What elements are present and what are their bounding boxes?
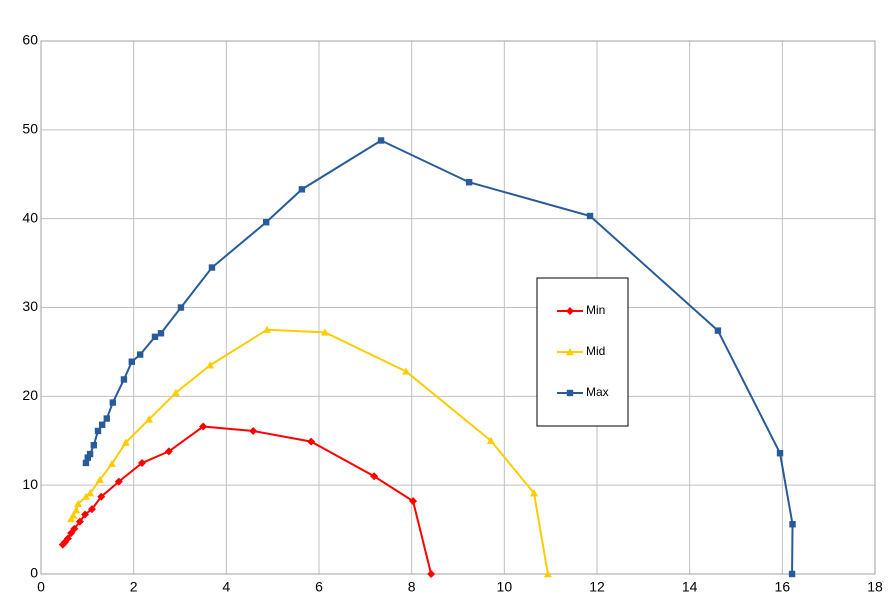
marker <box>566 307 574 315</box>
marker <box>263 325 272 333</box>
marker <box>107 459 116 468</box>
marker <box>465 179 473 186</box>
marker <box>63 534 72 543</box>
marker <box>98 421 106 428</box>
legend-label: Mid <box>586 344 605 358</box>
x-tick-label: 6 <box>315 579 323 595</box>
marker <box>144 415 153 423</box>
marker <box>84 454 91 461</box>
marker <box>114 477 123 486</box>
marker <box>566 389 574 397</box>
legend-label: Min <box>586 303 605 317</box>
marker <box>788 570 796 578</box>
marker <box>776 449 784 457</box>
marker <box>262 219 270 226</box>
series-line <box>84 139 794 575</box>
marker <box>307 437 316 446</box>
marker <box>120 376 128 383</box>
marker <box>103 415 110 422</box>
marker <box>321 328 330 336</box>
marker <box>151 333 159 341</box>
marker <box>789 521 796 528</box>
series-line <box>70 328 549 575</box>
x-tick-label: 8 <box>408 579 416 595</box>
marker <box>164 447 173 456</box>
marker <box>206 361 215 369</box>
marker <box>370 472 379 481</box>
marker <box>138 458 147 467</box>
marker <box>86 489 95 497</box>
marker <box>249 426 258 435</box>
marker <box>90 441 98 449</box>
marker <box>128 358 136 365</box>
marker <box>94 427 102 435</box>
y-tick-label: 10 <box>22 476 38 492</box>
marker <box>427 570 436 578</box>
y-tick-label: 20 <box>22 387 38 403</box>
marker <box>714 327 722 334</box>
marker <box>121 438 130 446</box>
marker <box>86 450 94 458</box>
x-tick-label: 0 <box>37 579 45 595</box>
marker <box>543 570 552 578</box>
legend: Min Mid Max <box>536 277 629 427</box>
x-tick-label: 12 <box>589 579 605 595</box>
y-tick-label: 30 <box>22 298 38 314</box>
marker <box>81 510 90 519</box>
x-tick-label: 2 <box>130 579 138 595</box>
marker <box>208 264 216 271</box>
marker <box>87 505 96 514</box>
marker <box>70 524 79 533</box>
marker <box>177 304 185 311</box>
marker <box>377 137 385 144</box>
x-tick-label: 18 <box>867 579 883 595</box>
x-tick-label: 16 <box>775 579 791 595</box>
x-tick-label: 14 <box>682 579 698 595</box>
y-tick-label: 60 <box>22 32 38 48</box>
marker <box>486 436 495 444</box>
marker <box>298 186 306 193</box>
marker <box>199 422 208 431</box>
marker <box>566 348 574 356</box>
y-tick-label: 50 <box>22 121 38 137</box>
marker <box>72 506 81 514</box>
marker <box>109 399 117 406</box>
marker <box>136 351 144 358</box>
marker <box>69 511 78 519</box>
plot-border <box>40 40 876 575</box>
legend-label: Max <box>586 385 609 399</box>
marker <box>157 330 165 337</box>
marker <box>74 499 83 508</box>
series-line <box>62 425 433 575</box>
marker <box>95 475 104 484</box>
y-tick-label: 40 <box>22 209 38 225</box>
marker <box>586 212 594 220</box>
y-tick-label: 0 <box>30 565 38 581</box>
marker <box>171 388 180 396</box>
marker <box>75 517 84 526</box>
marker <box>409 497 418 506</box>
marker <box>529 489 538 497</box>
x-tick-label: 4 <box>222 579 230 595</box>
marker <box>82 459 90 467</box>
x-tick-label: 10 <box>497 579 513 595</box>
marker <box>97 492 106 501</box>
marker <box>81 492 90 500</box>
marker <box>402 367 411 375</box>
